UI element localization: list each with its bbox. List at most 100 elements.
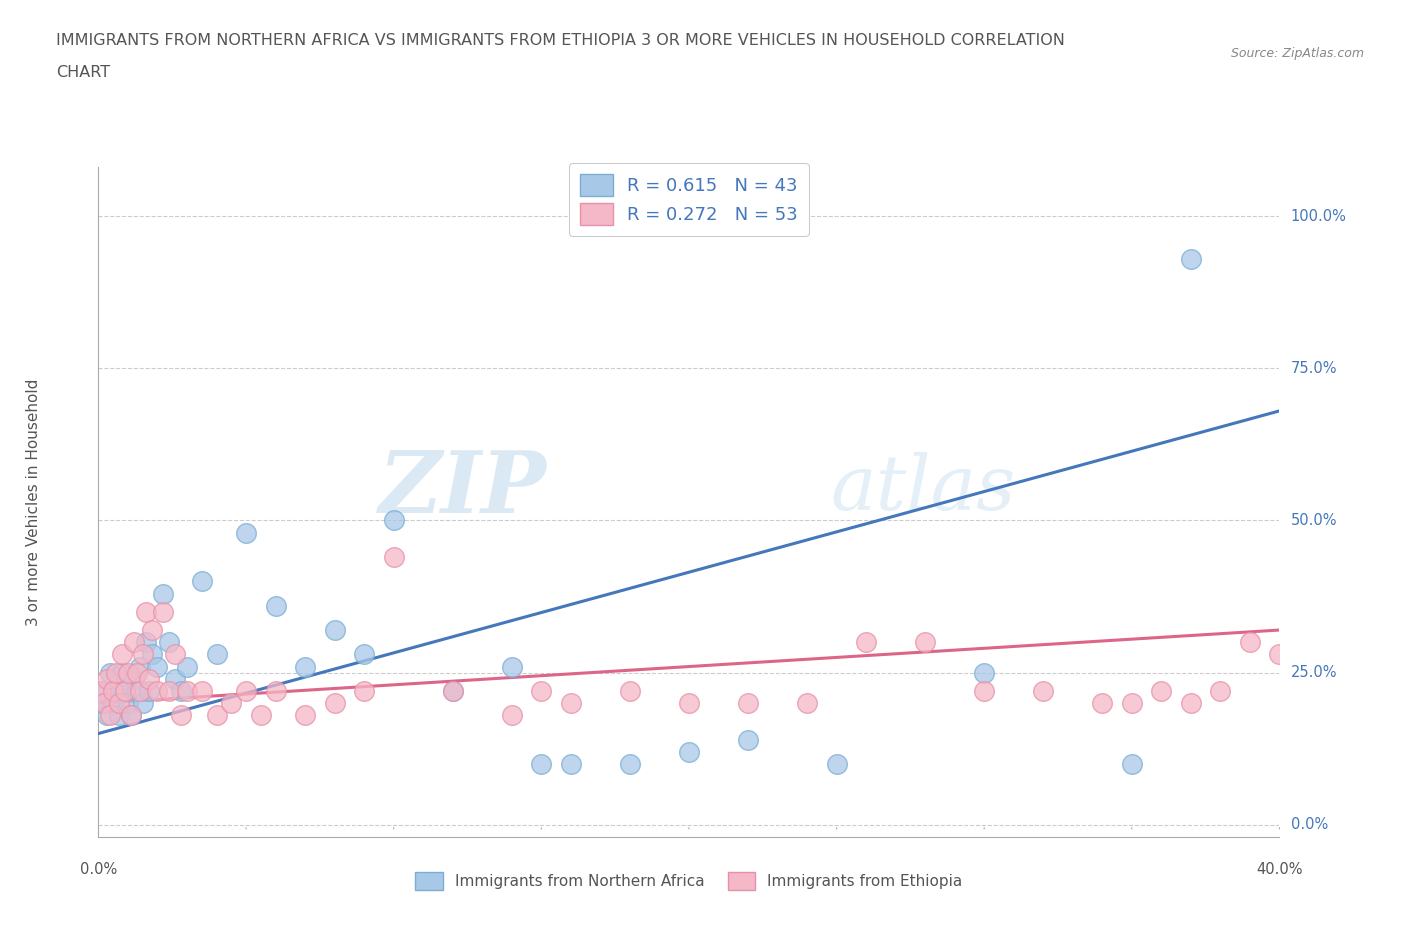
Point <box>264 598 287 613</box>
Point <box>264 684 287 698</box>
Point <box>205 647 228 662</box>
Point <box>98 708 121 723</box>
Point <box>152 604 174 619</box>
Point <box>125 684 148 698</box>
Point <box>176 659 198 674</box>
Text: Source: ZipAtlas.com: Source: ZipAtlas.com <box>1230 46 1364 60</box>
Point <box>114 684 136 698</box>
Text: 0.0%: 0.0% <box>1291 817 1327 832</box>
Point <box>120 708 142 723</box>
Point <box>560 756 582 771</box>
Point <box>973 684 995 698</box>
Text: CHART: CHART <box>56 65 110 80</box>
Point <box>157 684 180 698</box>
Point <box>191 684 214 698</box>
Point <box>678 744 700 759</box>
Point <box>825 756 848 771</box>
Point <box>1239 635 1261 650</box>
Point <box>90 696 112 711</box>
Point <box>619 684 641 698</box>
Point <box>122 635 145 650</box>
Point <box>165 647 187 662</box>
Point <box>619 756 641 771</box>
Point <box>973 665 995 680</box>
Point <box>135 635 157 650</box>
Point <box>382 550 405 565</box>
Point <box>157 635 180 650</box>
Point <box>530 684 553 698</box>
Point <box>111 647 134 662</box>
Point <box>93 696 115 711</box>
Text: 100.0%: 100.0% <box>1291 208 1347 223</box>
Text: 3 or more Vehicles in Household: 3 or more Vehicles in Household <box>25 379 41 626</box>
Point <box>132 647 155 662</box>
Point <box>120 708 142 723</box>
Point <box>170 708 193 723</box>
Point <box>1121 696 1143 711</box>
Point <box>105 665 128 680</box>
Point <box>170 684 193 698</box>
Point <box>146 659 169 674</box>
Point <box>111 665 134 680</box>
Text: atlas: atlas <box>831 452 1017 525</box>
Point <box>353 684 375 698</box>
Point <box>796 696 818 711</box>
Point <box>250 708 273 723</box>
Point <box>678 696 700 711</box>
Point <box>501 659 523 674</box>
Point <box>1209 684 1232 698</box>
Point <box>441 684 464 698</box>
Point <box>117 665 139 680</box>
Point <box>146 684 169 698</box>
Point <box>108 696 131 711</box>
Point <box>1180 251 1202 266</box>
Point <box>108 708 131 723</box>
Point <box>176 684 198 698</box>
Point <box>90 684 112 698</box>
Point <box>114 684 136 698</box>
Point <box>128 659 150 674</box>
Point <box>125 665 148 680</box>
Point <box>855 635 877 650</box>
Point <box>235 525 257 540</box>
Point <box>353 647 375 662</box>
Point <box>737 732 759 747</box>
Point <box>103 684 125 698</box>
Point <box>132 696 155 711</box>
Point <box>323 622 346 637</box>
Point <box>1180 696 1202 711</box>
Point <box>1268 647 1291 662</box>
Text: 40.0%: 40.0% <box>1256 862 1303 877</box>
Point <box>1121 756 1143 771</box>
Point <box>560 696 582 711</box>
Point <box>96 708 118 723</box>
Point <box>323 696 346 711</box>
Point <box>165 671 187 686</box>
Text: 50.0%: 50.0% <box>1291 513 1337 528</box>
Point <box>1032 684 1054 698</box>
Point <box>93 684 115 698</box>
Point <box>294 659 316 674</box>
Point <box>530 756 553 771</box>
Point <box>138 684 160 698</box>
Text: 75.0%: 75.0% <box>1291 361 1337 376</box>
Point <box>105 684 128 698</box>
Point <box>128 684 150 698</box>
Point <box>1091 696 1114 711</box>
Point <box>441 684 464 698</box>
Point <box>141 647 163 662</box>
Point <box>138 671 160 686</box>
Point <box>191 574 214 589</box>
Point <box>914 635 936 650</box>
Point <box>122 671 145 686</box>
Point <box>501 708 523 723</box>
Legend: Immigrants from Northern Africa, Immigrants from Ethiopia: Immigrants from Northern Africa, Immigra… <box>409 866 969 897</box>
Point <box>152 586 174 601</box>
Text: IMMIGRANTS FROM NORTHERN AFRICA VS IMMIGRANTS FROM ETHIOPIA 3 OR MORE VEHICLES I: IMMIGRANTS FROM NORTHERN AFRICA VS IMMIG… <box>56 33 1066 47</box>
Point <box>98 665 121 680</box>
Point <box>737 696 759 711</box>
Point <box>103 696 125 711</box>
Text: 25.0%: 25.0% <box>1291 665 1337 680</box>
Point <box>235 684 257 698</box>
Text: ZIP: ZIP <box>380 447 547 530</box>
